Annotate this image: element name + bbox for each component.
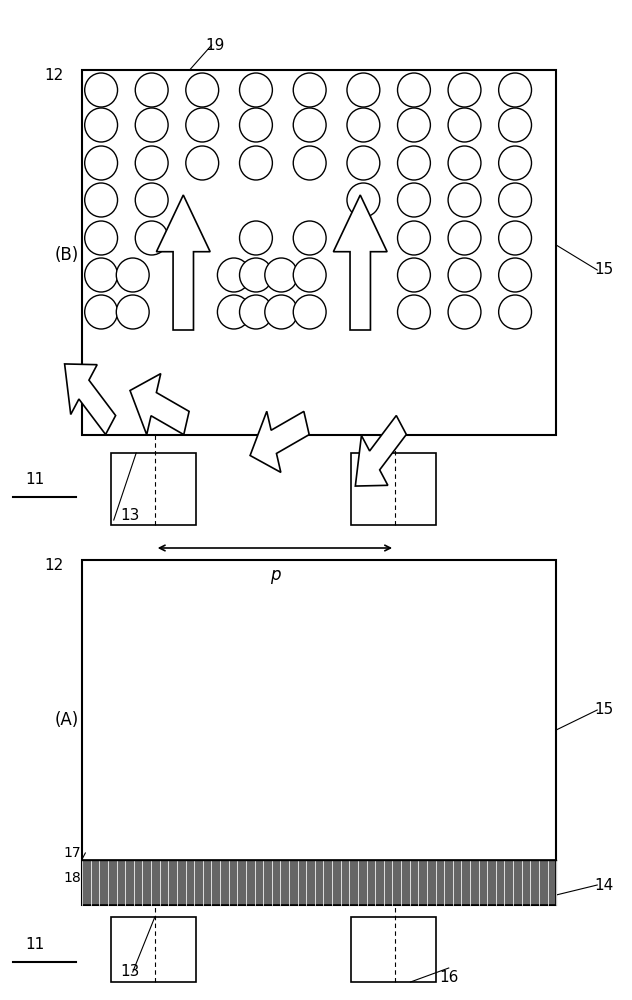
- Ellipse shape: [499, 146, 532, 180]
- Ellipse shape: [265, 258, 298, 292]
- Ellipse shape: [499, 258, 532, 292]
- Ellipse shape: [116, 295, 149, 329]
- Ellipse shape: [398, 146, 430, 180]
- Ellipse shape: [217, 295, 250, 329]
- Bar: [351, 917, 436, 982]
- Text: 11: 11: [25, 937, 44, 952]
- Ellipse shape: [448, 258, 481, 292]
- Text: 16: 16: [439, 970, 458, 986]
- Ellipse shape: [217, 258, 250, 292]
- Polygon shape: [64, 364, 116, 434]
- Polygon shape: [156, 195, 210, 330]
- Ellipse shape: [293, 295, 326, 329]
- Text: 12: 12: [44, 68, 63, 83]
- Bar: [82, 560, 556, 905]
- Ellipse shape: [347, 108, 380, 142]
- Ellipse shape: [448, 146, 481, 180]
- Text: 17: 17: [64, 846, 82, 860]
- Ellipse shape: [240, 295, 272, 329]
- Ellipse shape: [85, 221, 118, 255]
- Text: (B): (B): [54, 246, 78, 264]
- Bar: [111, 453, 196, 525]
- Text: 13: 13: [120, 964, 140, 980]
- Ellipse shape: [448, 73, 481, 107]
- Ellipse shape: [186, 146, 219, 180]
- Ellipse shape: [135, 73, 168, 107]
- Ellipse shape: [135, 108, 168, 142]
- Ellipse shape: [398, 295, 430, 329]
- Ellipse shape: [499, 73, 532, 107]
- Ellipse shape: [448, 183, 481, 217]
- Ellipse shape: [398, 73, 430, 107]
- Text: 19: 19: [205, 37, 224, 52]
- Ellipse shape: [293, 221, 326, 255]
- Ellipse shape: [240, 221, 272, 255]
- Ellipse shape: [499, 108, 532, 142]
- Ellipse shape: [85, 183, 118, 217]
- Bar: [82, 70, 556, 435]
- Ellipse shape: [240, 146, 272, 180]
- Text: 11: 11: [25, 472, 44, 487]
- Polygon shape: [250, 411, 309, 472]
- Text: 18: 18: [64, 871, 82, 885]
- Ellipse shape: [398, 258, 430, 292]
- Polygon shape: [355, 416, 406, 486]
- Ellipse shape: [293, 146, 326, 180]
- Ellipse shape: [293, 258, 326, 292]
- Bar: [82, 860, 556, 905]
- Ellipse shape: [186, 73, 219, 107]
- Ellipse shape: [347, 73, 380, 107]
- Ellipse shape: [448, 108, 481, 142]
- Bar: [351, 453, 436, 525]
- Text: (A): (A): [54, 711, 78, 729]
- Ellipse shape: [85, 258, 118, 292]
- Ellipse shape: [265, 295, 298, 329]
- Text: 13: 13: [120, 508, 140, 522]
- Ellipse shape: [499, 295, 532, 329]
- Ellipse shape: [499, 183, 532, 217]
- Ellipse shape: [135, 183, 168, 217]
- Ellipse shape: [240, 108, 272, 142]
- Ellipse shape: [116, 258, 149, 292]
- Ellipse shape: [85, 108, 118, 142]
- Ellipse shape: [135, 221, 168, 255]
- Ellipse shape: [85, 146, 118, 180]
- Ellipse shape: [499, 221, 532, 255]
- Ellipse shape: [85, 73, 118, 107]
- Ellipse shape: [448, 295, 481, 329]
- Ellipse shape: [293, 108, 326, 142]
- Ellipse shape: [347, 146, 380, 180]
- Text: p: p: [270, 566, 280, 584]
- Bar: [111, 917, 196, 982]
- Text: 15: 15: [594, 262, 613, 277]
- Polygon shape: [334, 195, 387, 330]
- Ellipse shape: [293, 73, 326, 107]
- Ellipse shape: [135, 146, 168, 180]
- Ellipse shape: [347, 183, 380, 217]
- Ellipse shape: [240, 73, 272, 107]
- Ellipse shape: [85, 295, 118, 329]
- Ellipse shape: [398, 221, 430, 255]
- Ellipse shape: [398, 108, 430, 142]
- Text: 12: 12: [44, 558, 63, 572]
- Ellipse shape: [186, 108, 219, 142]
- Polygon shape: [130, 374, 189, 435]
- Ellipse shape: [398, 183, 430, 217]
- Text: 14: 14: [594, 878, 613, 892]
- Ellipse shape: [448, 221, 481, 255]
- Ellipse shape: [240, 258, 272, 292]
- Text: 15: 15: [594, 702, 613, 718]
